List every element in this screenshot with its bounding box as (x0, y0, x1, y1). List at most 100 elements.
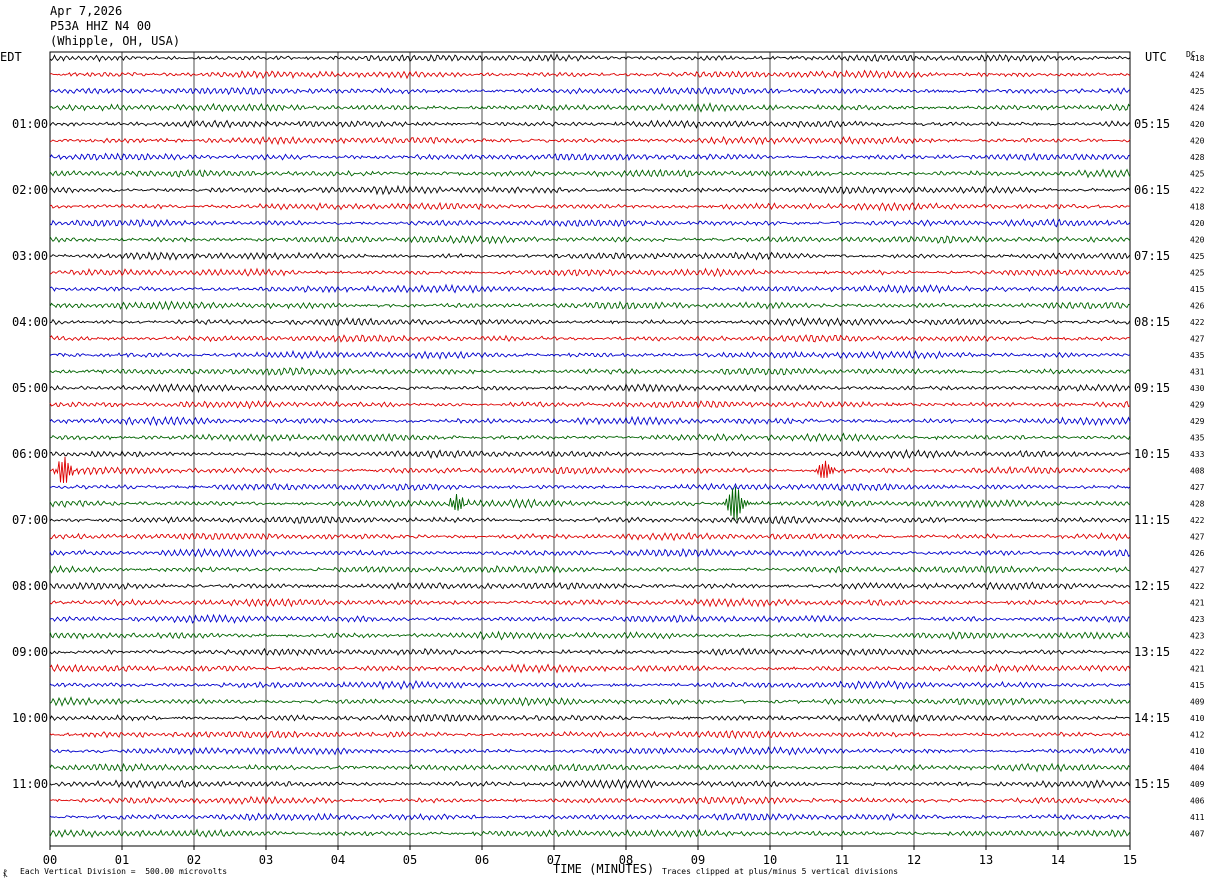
x-tick-label: 15 (1123, 853, 1137, 867)
edt-hour-label: 07:00 (12, 513, 48, 527)
dc-offset-label: 429 (1190, 417, 1205, 426)
x-tick-label: 08 (619, 853, 633, 867)
left-timezone-label: EDT (0, 50, 22, 64)
trace-line (49, 201, 1131, 212)
trace-line (49, 456, 1131, 484)
dc-offset-label: 423 (1190, 615, 1205, 624)
trace-line (49, 531, 1131, 542)
trace-line (49, 316, 1131, 328)
trace-line (49, 184, 1131, 196)
utc-hour-label: 05:15 (1134, 117, 1170, 131)
station-location: (Whipple, OH, USA) (50, 34, 181, 48)
trace-line (49, 778, 1131, 790)
dc-offset-label: 418 (1190, 54, 1205, 63)
x-tick-label: 10 (763, 853, 777, 867)
dc-offset-label: 423 (1190, 632, 1205, 641)
x-tick-label: 01 (115, 853, 129, 867)
dc-offset-label: 415 (1190, 681, 1205, 690)
x-tick-label: 13 (979, 853, 993, 867)
dc-offset-label: 426 (1190, 302, 1205, 311)
trace-line (49, 334, 1131, 343)
plot-date: Apr 7,2026 (50, 4, 123, 18)
scale-note: Each Vertical Division = 500.00 microvol… (20, 867, 228, 876)
trace-line (49, 581, 1131, 591)
utc-hour-label: 13:15 (1134, 645, 1170, 659)
plot-frame (49, 51, 1131, 847)
edt-hour-label: 03:00 (12, 249, 48, 263)
utc-hour-label: 15:15 (1134, 777, 1170, 791)
trace-line (49, 251, 1131, 261)
dc-offset-label: 421 (1190, 665, 1205, 674)
utc-hour-label: 09:15 (1134, 381, 1170, 395)
trace-line (49, 415, 1131, 427)
dc-offset-label: 406 (1190, 797, 1205, 806)
dc-offset-label: 425 (1190, 170, 1205, 179)
corner-mark: ⳩ (3, 869, 7, 878)
dc-offset-label: 420 (1190, 236, 1205, 245)
x-tick-label: 05 (403, 853, 417, 867)
dc-offset-label: 409 (1190, 780, 1205, 789)
dc-offset-label: 424 (1190, 104, 1205, 113)
trace-line (49, 613, 1131, 625)
x-tick-label: 09 (691, 853, 705, 867)
dc-offset-label: 435 (1190, 351, 1205, 360)
trace-line (49, 86, 1131, 96)
dc-offset-label: 409 (1190, 698, 1205, 707)
dc-offset-label: 420 (1190, 137, 1205, 146)
edt-hour-label: 11:00 (12, 777, 48, 791)
trace-line (49, 399, 1131, 410)
dc-offset-label: 429 (1190, 401, 1205, 410)
edt-hour-label: 06:00 (12, 447, 48, 461)
edt-hour-label: 05:00 (12, 381, 48, 395)
dc-offset-label: 411 (1190, 813, 1205, 822)
trace-line (49, 235, 1131, 245)
dc-offset-label: 408 (1190, 467, 1205, 476)
trace-line (49, 119, 1131, 129)
dc-offset-label: 425 (1190, 269, 1205, 278)
x-tick-label: 14 (1051, 853, 1065, 867)
utc-hour-label: 14:15 (1134, 711, 1170, 725)
trace-line (49, 828, 1131, 839)
dc-offset-label: 407 (1190, 830, 1205, 839)
dc-offset-label: 422 (1190, 648, 1205, 657)
edt-hour-label: 10:00 (12, 711, 48, 725)
trace-line (49, 432, 1131, 443)
dc-offset-label: 418 (1190, 203, 1205, 212)
trace-line (49, 383, 1131, 394)
dc-offset-label: 415 (1190, 285, 1205, 294)
dc-offset-label: 427 (1190, 566, 1205, 575)
trace-line (49, 168, 1131, 179)
trace-line (49, 795, 1131, 806)
trace-line (49, 812, 1131, 822)
trace-line (49, 482, 1131, 492)
dc-offset-label: 431 (1190, 368, 1205, 377)
dc-offset-label: 420 (1190, 219, 1205, 228)
trace-line (49, 486, 1131, 521)
dc-offset-label: 428 (1190, 500, 1205, 509)
trace-line (49, 762, 1131, 773)
trace-line (49, 152, 1131, 162)
trace-line (49, 679, 1131, 691)
trace-line (49, 547, 1131, 558)
trace-line (49, 349, 1131, 360)
dc-offset-label: 427 (1190, 335, 1205, 344)
trace-line (49, 564, 1131, 574)
dc-offset-label: 425 (1190, 252, 1205, 261)
dc-offset-label: 422 (1190, 582, 1205, 591)
trace-line (49, 730, 1131, 740)
dc-offset-label: 422 (1190, 318, 1205, 327)
x-tick-label: 02 (187, 853, 201, 867)
dc-offset-label: 424 (1190, 71, 1205, 80)
dc-offset-label: 422 (1190, 516, 1205, 525)
trace-line (49, 53, 1131, 63)
dc-offset-label: 404 (1190, 764, 1205, 773)
station-code: P53A HHZ N4 00 (50, 19, 152, 33)
dc-column-label: DC (1186, 50, 1196, 59)
edt-hour-label: 01:00 (12, 117, 48, 131)
edt-hour-label: 02:00 (12, 183, 48, 197)
trace-line (49, 135, 1131, 146)
dc-offset-label: 435 (1190, 434, 1205, 443)
x-tick-label: 12 (907, 853, 921, 867)
trace-line (49, 101, 1131, 113)
